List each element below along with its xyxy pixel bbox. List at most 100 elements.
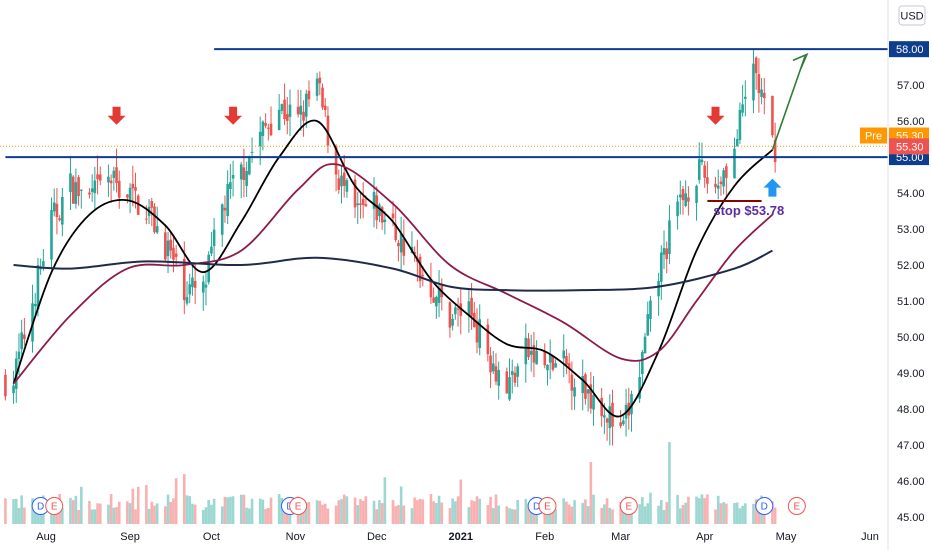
candle-body: [454, 307, 457, 315]
time-tick-label: Nov: [286, 531, 306, 543]
volume-bar: [437, 495, 441, 524]
volume-bar: [242, 494, 246, 524]
volume-bar: [741, 505, 744, 524]
volume-bar: [223, 496, 227, 524]
volume-bar: [592, 494, 595, 524]
price-tick-label: 46.00: [897, 476, 925, 488]
event-marker-letter: E: [625, 502, 632, 513]
volume-bar: [131, 488, 135, 524]
volume-bar: [589, 462, 593, 524]
candle-body: [90, 188, 94, 192]
candle-body: [150, 200, 154, 208]
candle-body: [71, 176, 75, 204]
candle-body: [283, 99, 286, 119]
volume-bar: [267, 507, 270, 524]
candle-body: [288, 104, 292, 117]
volume-bar: [581, 502, 585, 524]
volume-bar: [155, 503, 159, 524]
candle-body: [61, 196, 64, 225]
volume-bar: [164, 506, 167, 524]
event-marker: [538, 497, 557, 515]
candle-body: [448, 302, 452, 328]
candle-body: [735, 139, 739, 146]
candle-body: [182, 258, 186, 301]
candle-body: [226, 184, 229, 217]
stop-label: stop $53.78: [713, 203, 784, 218]
candle-body: [551, 355, 555, 370]
volume-bar: [71, 500, 75, 524]
volume-bar: [250, 498, 254, 524]
candle-body: [762, 92, 766, 99]
candle-body: [80, 189, 83, 191]
volume-bar: [380, 503, 384, 524]
candle-body: [210, 246, 213, 254]
candle-body: [33, 303, 37, 307]
volume-bar: [375, 509, 379, 524]
volume-bar: [697, 498, 701, 524]
price-tick-label: 50.00: [897, 332, 925, 344]
candle-body: [258, 131, 262, 147]
volume-bar: [454, 501, 457, 524]
price-tick-label: 47.00: [897, 440, 925, 452]
candle-body: [771, 95, 774, 136]
volume-bar: [638, 504, 641, 524]
volume-bar: [410, 508, 414, 524]
volume-bar: [418, 498, 422, 524]
currency-button[interactable]: USD: [898, 5, 926, 26]
volume-bar: [201, 509, 205, 524]
candle-body: [145, 218, 148, 220]
candle-body: [584, 374, 587, 399]
candle-body: [391, 213, 395, 219]
price-tick-label: 45.00: [897, 512, 925, 524]
candle-body: [600, 397, 603, 417]
candle-body: [383, 219, 387, 223]
candle-body: [364, 204, 368, 207]
candle-body: [562, 350, 566, 359]
last-price-tag-text: 55.30: [896, 141, 924, 153]
candle-body: [665, 248, 669, 260]
candle-body: [299, 105, 303, 115]
volume-bar: [467, 507, 471, 524]
volume-bar: [93, 509, 97, 524]
volume-bar: [524, 498, 528, 524]
candle-body: [643, 336, 647, 354]
candle-body: [757, 74, 761, 94]
volume-bar: [280, 497, 284, 524]
volume-bar: [283, 502, 286, 524]
candle-body: [744, 96, 747, 99]
candle-body: [700, 159, 704, 163]
volume-bar: [554, 509, 557, 524]
candle-body: [372, 192, 376, 209]
volume-bar: [172, 498, 175, 524]
volume-bar: [678, 508, 682, 524]
volume-bar: [4, 498, 7, 524]
volume-bar: [508, 508, 511, 524]
candle-body: [421, 275, 425, 277]
candle-body: [207, 254, 210, 283]
volume-bar: [258, 498, 262, 524]
candle-body: [315, 78, 319, 96]
volume-bar: [649, 492, 652, 524]
time-axis[interactable]: Aug Sep Oct Nov Dec 2021 Feb Mar Apr May Jun: [36, 531, 879, 543]
volume-bar: [345, 496, 349, 524]
volume-bar: [107, 504, 110, 524]
volume-bar: [562, 498, 566, 524]
volume-bar: [681, 504, 685, 524]
candle-body: [716, 185, 720, 189]
candle-body: [399, 233, 403, 253]
volume-bar: [472, 501, 476, 524]
candle-body: [204, 284, 208, 288]
volume-bar: [212, 498, 216, 524]
volume-bar: [456, 496, 460, 524]
candle-body: [605, 418, 609, 423]
candle-body: [361, 198, 365, 205]
candle-body: [261, 121, 265, 136]
candle-body: [543, 350, 547, 366]
candle-body: [174, 253, 178, 257]
volume-bar: [586, 506, 590, 524]
volume-bar: [80, 486, 83, 524]
time-tick-label: Feb: [535, 531, 554, 543]
volume-bar: [55, 508, 59, 524]
volume-bar: [752, 503, 755, 524]
